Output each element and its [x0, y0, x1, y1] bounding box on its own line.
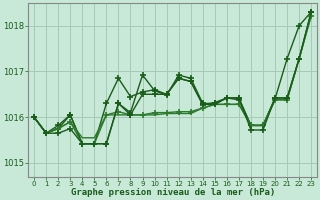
X-axis label: Graphe pression niveau de la mer (hPa): Graphe pression niveau de la mer (hPa): [70, 188, 275, 197]
